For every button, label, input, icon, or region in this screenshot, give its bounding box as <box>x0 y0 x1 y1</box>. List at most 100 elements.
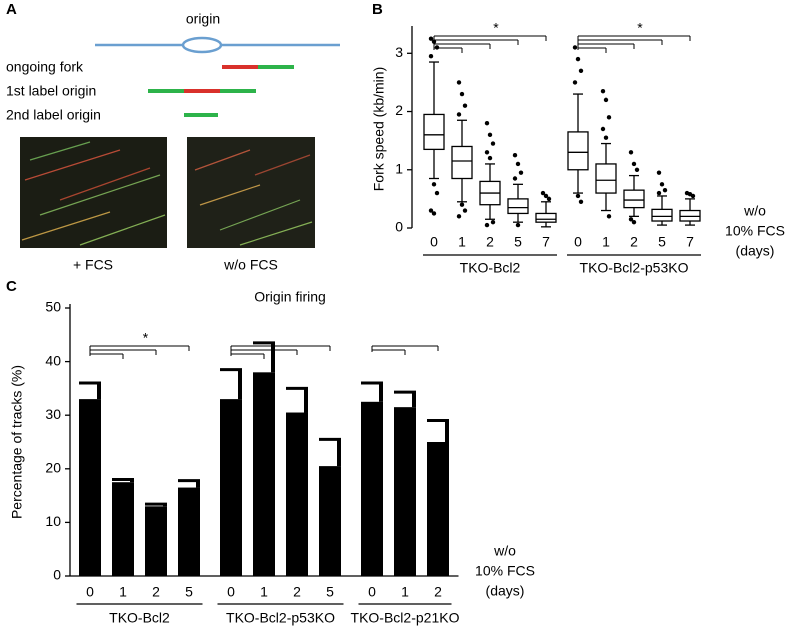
outlier <box>572 80 578 85</box>
x-tick-label: 1 <box>119 584 127 600</box>
outlier <box>456 112 462 117</box>
chart-title: Origin firing <box>254 289 326 305</box>
outlier <box>456 80 462 85</box>
x-tick-label: 2 <box>152 584 160 600</box>
group-label: TKO-Bcl2-p21KO <box>351 610 460 626</box>
schematic-label: 2nd label origin <box>6 107 101 123</box>
bar <box>361 401 383 576</box>
significance: * <box>493 20 499 36</box>
x-tick-label: 7 <box>542 234 550 250</box>
outlier <box>428 36 434 41</box>
outlier <box>512 153 518 158</box>
bar <box>319 466 341 576</box>
y-tick-label: 40 <box>45 352 61 368</box>
outlier <box>659 182 665 187</box>
outlier <box>490 141 496 146</box>
x-tick-label: 2 <box>630 234 638 250</box>
outlier <box>540 190 546 196</box>
bar <box>394 407 416 576</box>
outlier <box>512 176 518 181</box>
x-tick-label: 2 <box>434 584 442 600</box>
x-tick-label: 5 <box>326 584 334 600</box>
outlier <box>600 126 606 132</box>
x-note: w/o <box>493 543 516 559</box>
outlier <box>428 54 434 59</box>
bar <box>220 399 242 576</box>
outlier <box>656 170 662 175</box>
x-tick-label: 2 <box>486 234 494 250</box>
outlier <box>431 182 437 187</box>
schematic-label: 1st label origin <box>6 83 96 99</box>
y-tick-label: 1 <box>395 160 403 176</box>
x-tick-label: 0 <box>368 584 376 600</box>
y-tick-label: 2 <box>395 102 403 118</box>
box <box>567 131 589 171</box>
outlier <box>543 193 549 199</box>
outlier <box>578 199 584 204</box>
box <box>595 163 617 194</box>
bar <box>145 506 167 576</box>
box <box>535 212 557 223</box>
x-tick-label: 0 <box>227 584 235 600</box>
x-tick-label: 5 <box>658 234 666 250</box>
x-note: (days) <box>736 243 775 259</box>
y-axis-label: Percentage of tracks (%) <box>9 365 25 519</box>
outlier <box>631 161 637 167</box>
schematic-label: origin <box>186 11 220 27</box>
outlier <box>690 193 696 199</box>
box-plot-panel: 0 1 2 3 Fork speed (kb/min) w/o 10% FCS (days) T… <box>371 20 785 276</box>
y-tick-label: 50 <box>45 299 61 315</box>
outlier <box>462 208 468 213</box>
x-tick-label: 0 <box>86 584 94 600</box>
x-tick-label: 7 <box>686 234 694 250</box>
group-label: TKO-Bcl2 <box>109 610 170 626</box>
x-note: (days) <box>486 583 525 599</box>
micrograph: w/o FCS <box>187 137 315 273</box>
outlier <box>487 132 493 138</box>
schematic-label: ongoing fork <box>6 59 84 75</box>
x-tick-label: 1 <box>401 584 409 600</box>
panel-label: C <box>6 278 17 295</box>
group-label: TKO-Bcl2 <box>460 260 521 276</box>
group-label: TKO-Bcl2-p53KO <box>580 260 689 276</box>
outlier <box>572 45 578 50</box>
y-axis-label: Fork speed (kb/min) <box>371 67 387 191</box>
bar <box>286 412 308 576</box>
outlier <box>656 190 662 196</box>
outlier <box>434 45 440 50</box>
outlier <box>603 97 609 103</box>
outlier <box>484 222 490 228</box>
outlier <box>628 217 634 222</box>
x-note: w/o <box>743 203 766 219</box>
x-tick-label: 1 <box>458 234 466 250</box>
x-tick-label: 0 <box>430 234 438 250</box>
outlier <box>490 219 496 225</box>
outlier <box>634 167 640 172</box>
y-tick-label: 3 <box>395 44 403 60</box>
outlier <box>459 202 465 207</box>
image-caption: w/o FCS <box>223 257 278 273</box>
bar <box>112 482 134 576</box>
origin-bubble <box>181 36 223 54</box>
outlier <box>662 187 668 193</box>
significance: * <box>637 20 643 36</box>
x-tick-label: 1 <box>260 584 268 600</box>
outlier <box>606 214 612 219</box>
outlier <box>546 196 552 202</box>
outlier <box>431 211 437 216</box>
outlier <box>459 91 465 97</box>
outlier <box>515 161 521 167</box>
outlier <box>518 170 524 175</box>
box <box>623 189 645 209</box>
box <box>651 208 673 222</box>
outlier <box>434 190 440 196</box>
outlier <box>575 56 581 62</box>
x-tick-label: 0 <box>574 234 582 250</box>
bar <box>253 372 275 576</box>
x-tick-label: 2 <box>293 584 301 600</box>
schematic: origin ongoing fork 1st label origin 2nd… <box>6 11 340 123</box>
bar <box>178 487 200 576</box>
bar <box>79 399 101 576</box>
